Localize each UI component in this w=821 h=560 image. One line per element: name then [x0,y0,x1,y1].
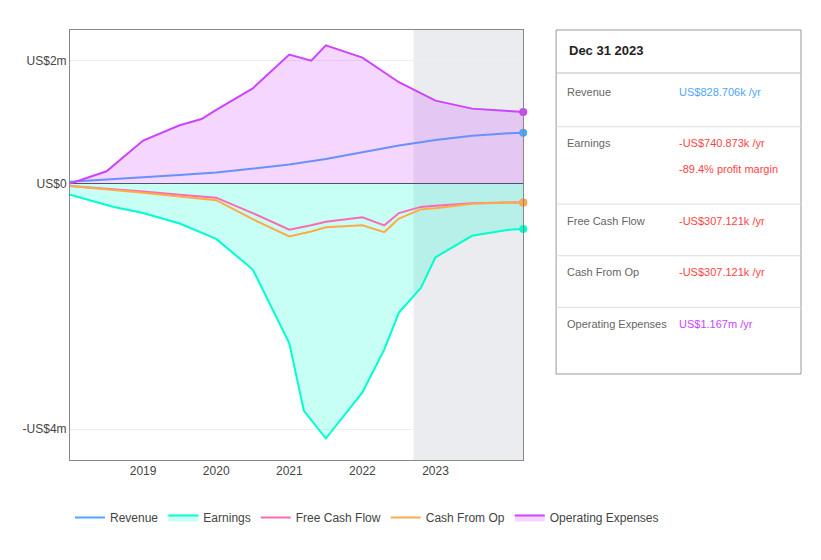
svg-text:2019: 2019 [130,464,157,478]
svg-text:2023: 2023 [422,464,449,478]
svg-text:2022: 2022 [349,464,376,478]
svg-text:-US$740.873k /yr: -US$740.873k /yr [679,137,765,149]
svg-text:US$828.706k /yr: US$828.706k /yr [679,86,761,98]
svg-text:Cash From Op: Cash From Op [567,266,639,278]
svg-text:Free Cash Flow: Free Cash Flow [296,511,381,525]
svg-text:Free Cash Flow: Free Cash Flow [567,215,645,227]
svg-text:Cash From Op: Cash From Op [426,511,505,525]
svg-text:-US$307.121k /yr: -US$307.121k /yr [679,266,765,278]
svg-text:-89.4% profit margin: -89.4% profit margin [679,163,778,175]
svg-text:US$2m: US$2m [27,54,67,68]
svg-text:2021: 2021 [276,464,303,478]
svg-text:-US$307.121k /yr: -US$307.121k /yr [679,215,765,227]
svg-text:-US$4m: -US$4m [23,422,67,436]
svg-text:Operating Expenses: Operating Expenses [567,318,667,330]
svg-text:Operating Expenses: Operating Expenses [550,511,659,525]
svg-text:Earnings: Earnings [203,511,250,525]
svg-text:Revenue: Revenue [110,511,158,525]
svg-text:Dec 31 2023: Dec 31 2023 [569,43,643,58]
svg-text:Earnings: Earnings [567,137,611,149]
svg-text:2020: 2020 [203,464,230,478]
svg-text:US$1.167m /yr: US$1.167m /yr [679,318,753,330]
svg-text:Revenue: Revenue [567,86,611,98]
svg-text:US$0: US$0 [37,177,67,191]
